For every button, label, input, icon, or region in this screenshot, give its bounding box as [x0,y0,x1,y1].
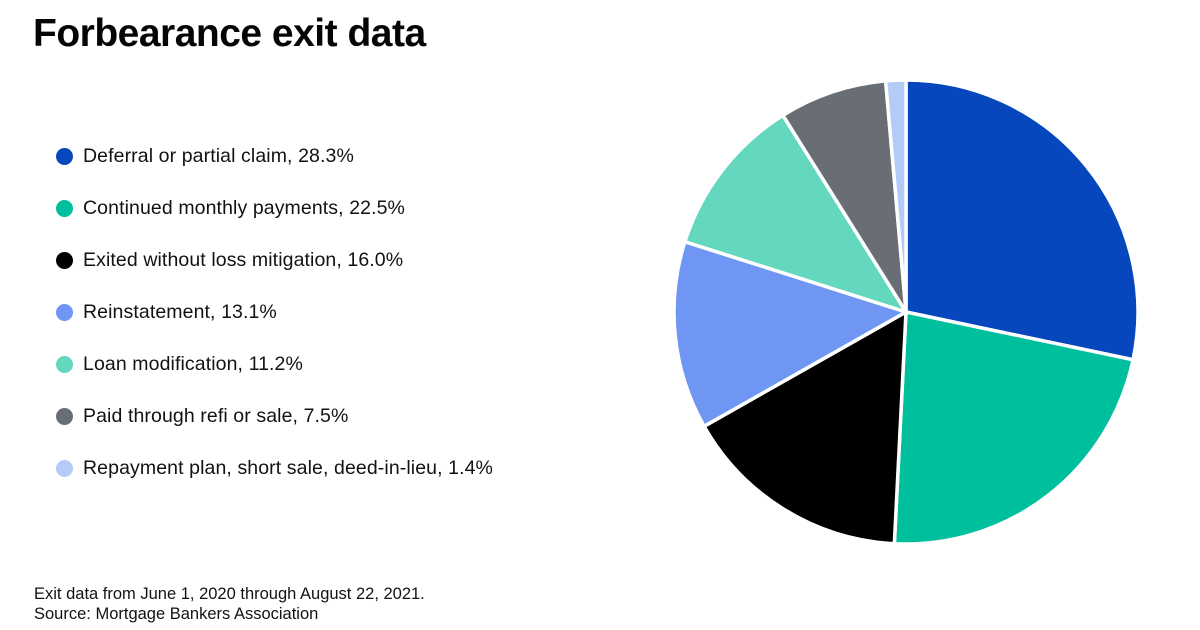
legend-item: Repayment plan, short sale, deed-in-lieu… [56,442,493,494]
legend-item: Paid through refi or sale, 7.5% [56,390,493,442]
pie-chart [671,77,1141,547]
legend-item: Continued monthly payments, 22.5% [56,182,493,234]
footnote-date-range: Exit data from June 1, 2020 through Augu… [34,585,425,603]
pie-slice [781,79,908,314]
legend-item-label: Deferral or partial claim, 28.3% [83,144,354,167]
legend-swatch-icon [56,355,73,373]
legend-item-label: Reinstatement, 13.1% [83,300,277,323]
pie-slice [672,239,908,429]
page-title: Forbearance exit data [33,12,426,55]
chart-footnote: Exit data from June 1, 2020 through Augu… [34,584,425,624]
legend-item-label: Loan modification, 11.2% [83,352,303,375]
legend-item-label: Repayment plan, short sale, deed-in-lieu… [83,456,493,479]
legend-swatch-icon [56,251,73,269]
legend-item-label: Continued monthly payments, 22.5% [83,196,405,219]
legend-item: Exited without loss mitigation, 16.0% [56,234,493,286]
legend-swatch-icon [56,459,73,477]
legend-swatch-icon [56,303,73,321]
pie-slice [702,310,908,546]
legend: Deferral or partial claim, 28.3% Continu… [56,130,493,494]
pie-slice [683,113,908,314]
legend-item-label: Exited without loss mitigation, 16.0% [83,248,404,271]
legend-swatch-icon [56,147,73,165]
pie-chart-svg [672,78,1140,546]
pie-slice [892,310,1135,546]
legend-item: Deferral or partial claim, 28.3% [56,130,493,182]
footnote-source: Source: Mortgage Bankers Association [34,605,319,623]
pie-slice [883,78,908,314]
legend-swatch-icon [56,407,73,425]
legend-item: Loan modification, 11.2% [56,338,493,390]
legend-swatch-icon [56,199,73,217]
legend-item: Reinstatement, 13.1% [56,286,493,338]
legend-item-label: Paid through refi or sale, 7.5% [83,404,349,427]
pie-slice [904,78,1140,362]
